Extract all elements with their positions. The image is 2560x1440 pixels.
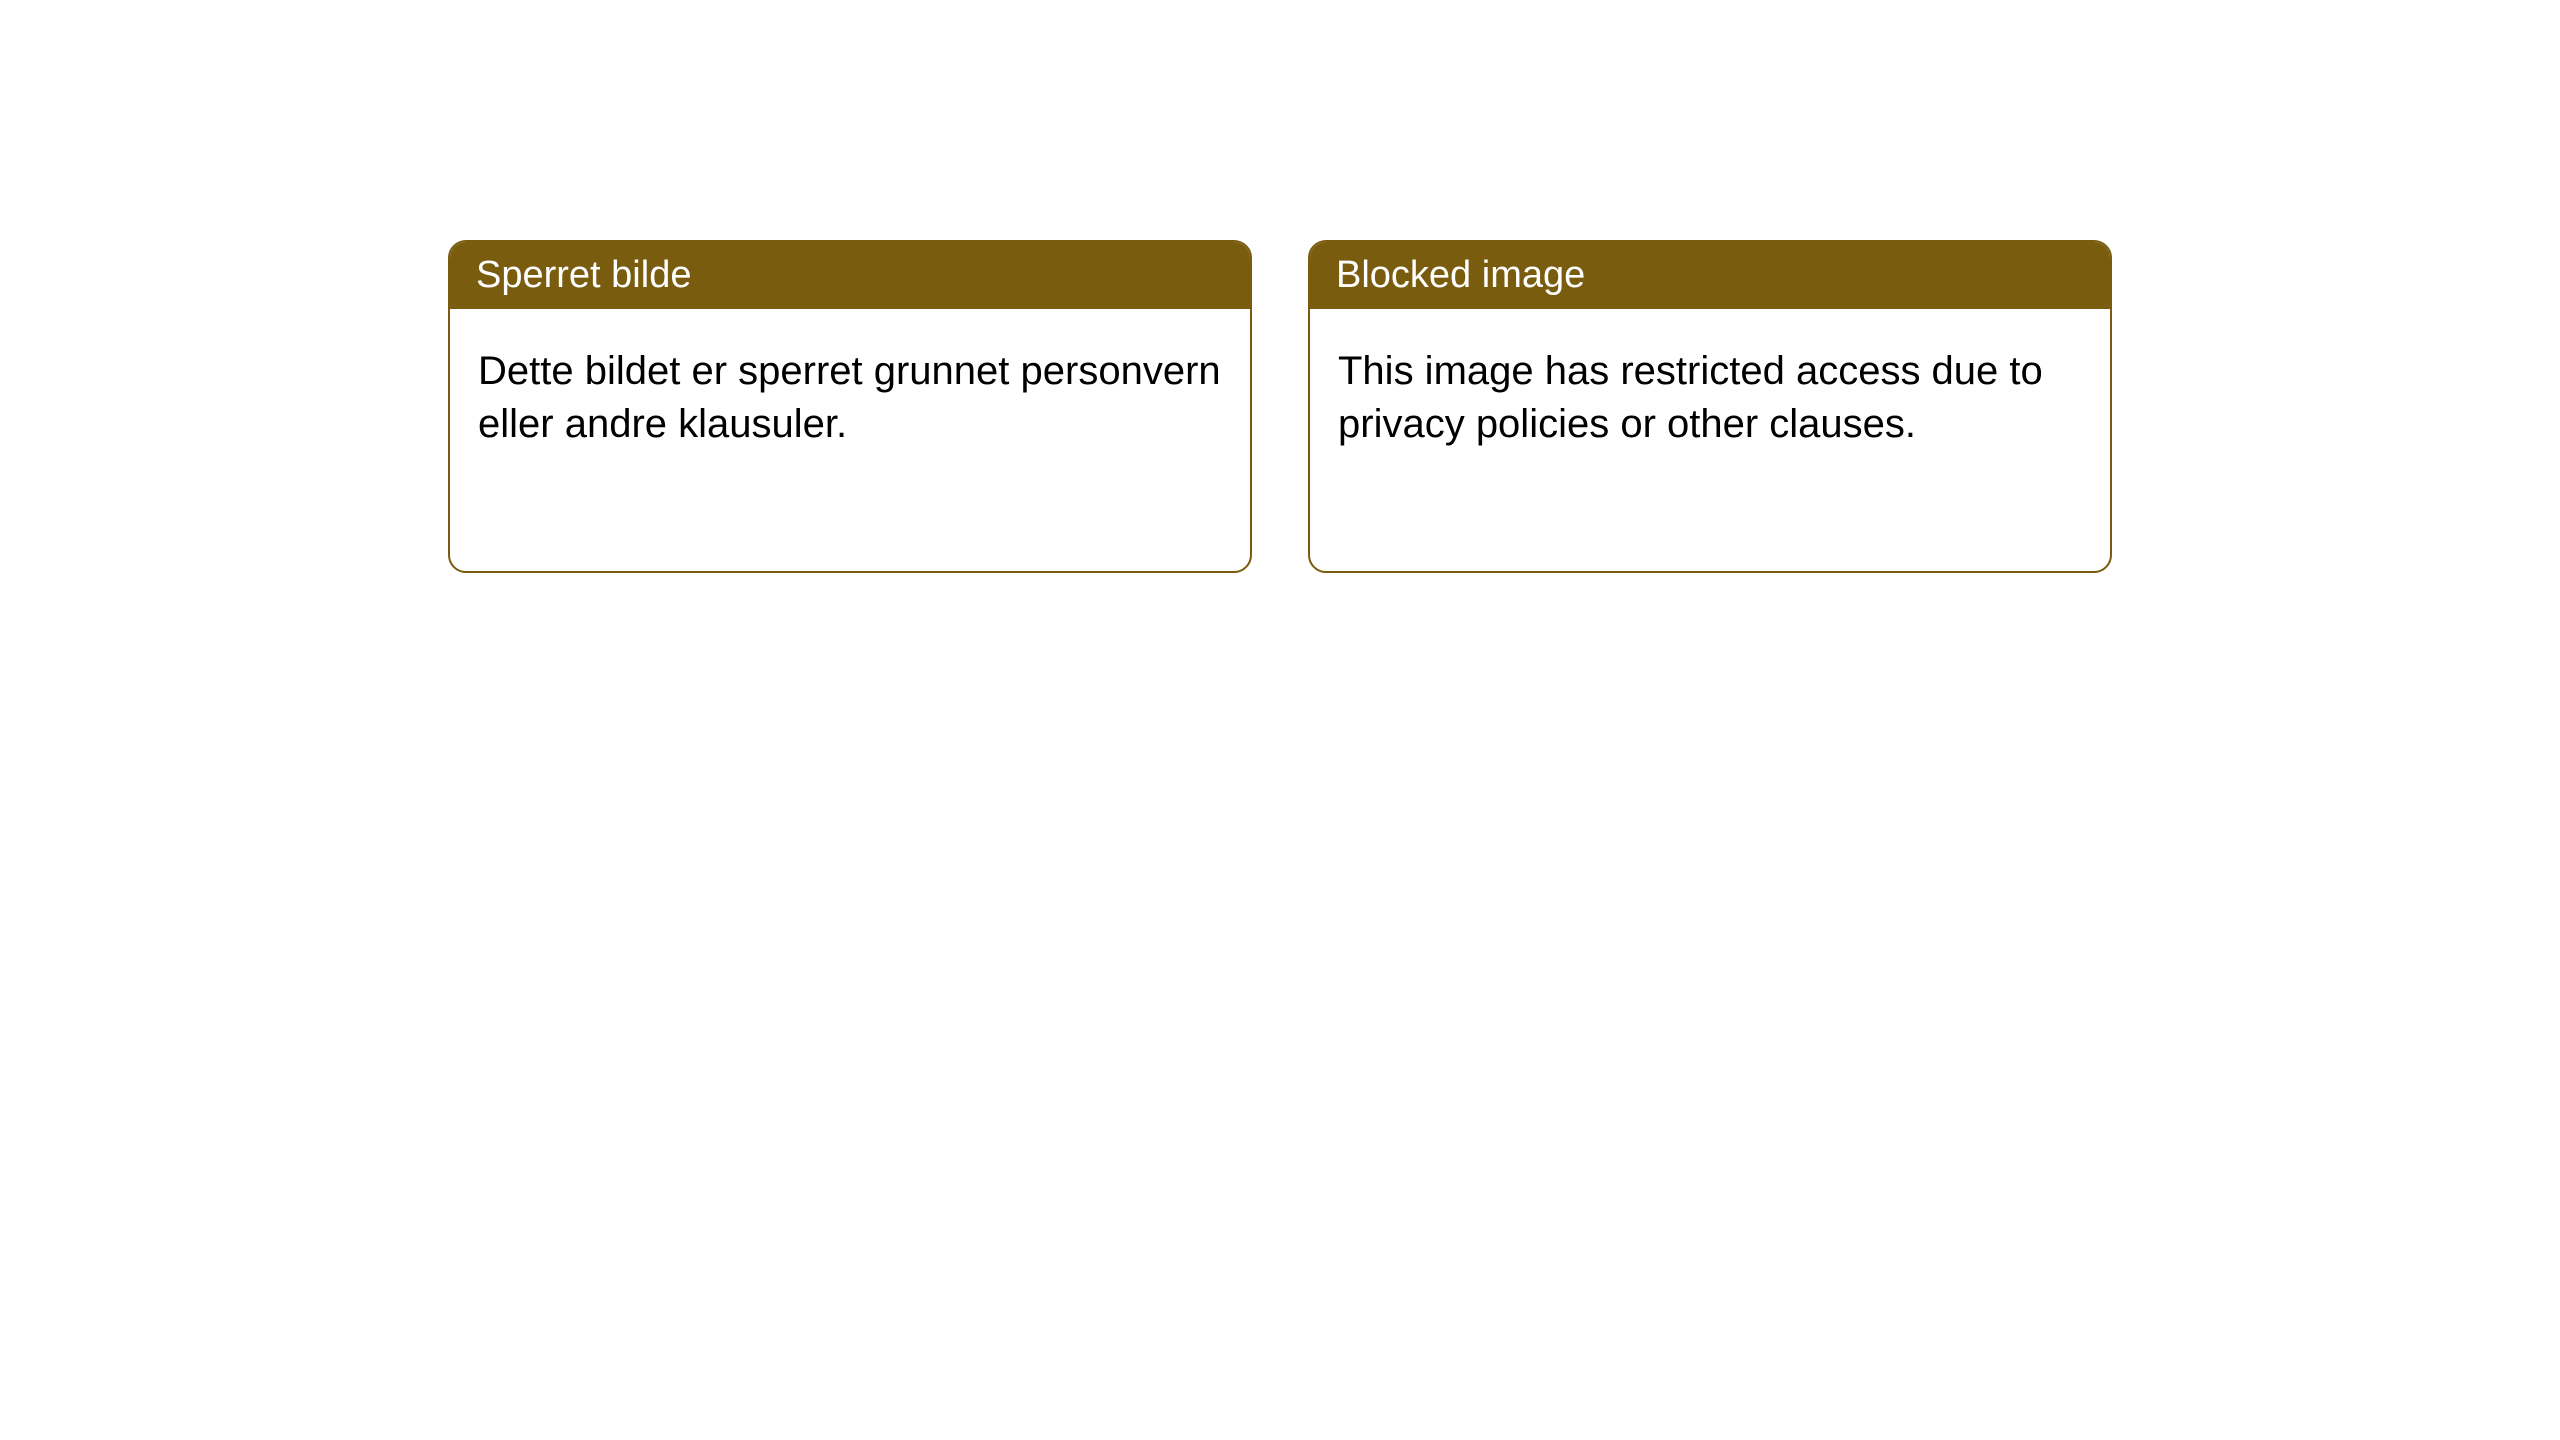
card-body: This image has restricted access due to … <box>1310 309 2110 487</box>
notice-container: Sperret bilde Dette bildet er sperret gr… <box>0 0 2560 573</box>
card-body: Dette bildet er sperret grunnet personve… <box>450 309 1250 487</box>
notice-card-norwegian: Sperret bilde Dette bildet er sperret gr… <box>448 240 1252 573</box>
notice-card-english: Blocked image This image has restricted … <box>1308 240 2112 573</box>
card-title: Blocked image <box>1310 242 2110 309</box>
card-title: Sperret bilde <box>450 242 1250 309</box>
